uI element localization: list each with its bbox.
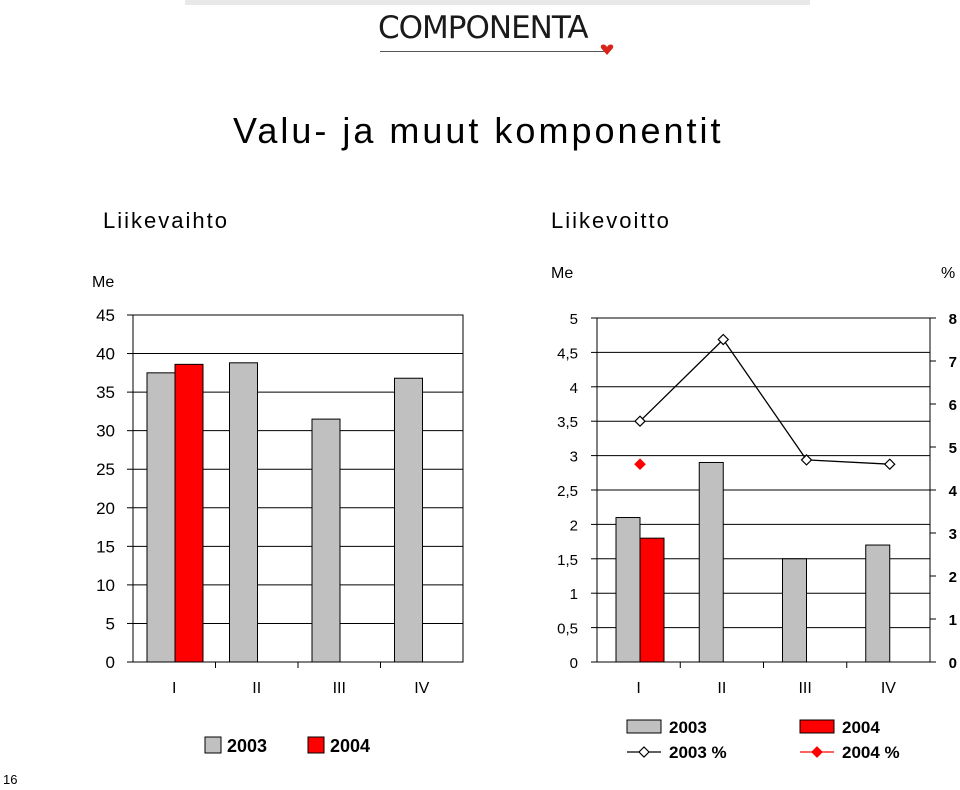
profit-legend-label-2004-pct: 2004 % (842, 743, 900, 762)
profit-marker-2003-pct (717, 333, 730, 346)
profit-y-tick-label: 0 (570, 655, 578, 672)
heart-icon (600, 44, 614, 55)
revenue-y-tick-label: 20 (96, 499, 115, 518)
profit-y2-tick-label: 4 (949, 483, 958, 500)
profit-legend-marker-2003-pct (638, 746, 650, 758)
logo-rule (380, 51, 606, 52)
top-bar (185, 0, 810, 5)
profit-bar-2003-III (782, 558, 807, 663)
profit-line-2003 (639, 338, 890, 465)
profit-bar-2003-II (698, 461, 724, 663)
revenue-y-tick-label: 35 (96, 383, 115, 402)
revenue-y-tick-label: 45 (96, 306, 115, 325)
profit-y2-tick-label: 7 (949, 354, 957, 371)
profit-y-tick-label: 4,5 (557, 345, 578, 362)
revenue-legend-swatch-2003 (204, 736, 222, 754)
profit-legend-label-2004: 2004 (842, 718, 880, 737)
profit-y-axis-unit: Me (551, 265, 574, 282)
chart-title-profit: Liikevoitto (551, 208, 671, 233)
revenue-bar-2003-II (229, 362, 258, 663)
profit-x-tick-label: III (798, 680, 811, 697)
profit-x-tick-label: IV (881, 680, 896, 697)
profit-y2-tick-label: 2 (949, 569, 957, 586)
profit-marker-2003-pct (800, 454, 813, 466)
profit-y-tick-label: 4 (570, 380, 578, 397)
profit-bar-2003-I (615, 517, 641, 663)
profit-legend-marker-2004-pct (811, 746, 823, 758)
profit-y2-tick-label: 0 (949, 655, 957, 672)
profit-y-tick-label: 2 (570, 517, 578, 534)
profit-y2-tick-label: 3 (949, 526, 957, 543)
chart-title-revenue: Liikevaihto (103, 208, 229, 233)
profit-y-tick-label: 5 (570, 311, 578, 328)
profit-legend-label-2003-pct: 2003 % (669, 743, 727, 762)
company-logo: COMPONENTA (378, 8, 623, 56)
profit-legend-label-2003: 2003 (669, 718, 707, 737)
page-title: Valu- ja muut komponentit (233, 110, 724, 151)
revenue-x-tick-label: IV (414, 680, 429, 697)
profit-x-tick-label: I (636, 680, 640, 697)
profit-y-tick-label: 1,5 (557, 552, 578, 569)
profit-legend-swatch-2004 (799, 719, 835, 734)
revenue-bar-2004-I (174, 363, 204, 663)
revenue-bar-2003-IV (394, 377, 423, 663)
profit-y2-tick-label: 5 (949, 440, 957, 457)
profit-y2-tick-label: 6 (949, 397, 957, 414)
profit-y-tick-label: 1 (570, 586, 578, 603)
logo-text: COMPONENTA (378, 10, 589, 46)
revenue-y-tick-label: 5 (106, 614, 115, 633)
profit-legend-swatch-2003 (626, 719, 662, 734)
profit-y2-tick-label: 8 (949, 311, 957, 328)
profit-y-tick-label: 0,5 (557, 621, 578, 638)
profit-x-tick-label: II (717, 680, 726, 697)
revenue-legend-swatch-2004 (307, 736, 325, 754)
revenue-legend-label-2004: 2004 (330, 736, 370, 756)
revenue-x-tick-label: I (172, 680, 176, 697)
profit-bar-2004-I (639, 537, 665, 663)
revenue-bar-2003-III (311, 418, 341, 663)
profit-bar-2003-IV (865, 544, 891, 663)
profit-y-tick-label: 3,5 (557, 414, 578, 431)
profit-marker-2003-pct (883, 458, 896, 471)
revenue-y-tick-label: 10 (96, 576, 115, 595)
revenue-bar-2003-I (146, 372, 176, 663)
revenue-y-tick-label: 0 (106, 653, 115, 672)
profit-y-tick-label: 3 (570, 449, 578, 466)
revenue-y-tick-label: 30 (96, 422, 115, 441)
revenue-y-tick-label: 15 (96, 537, 115, 556)
profit-y-tick-label: 2,5 (557, 483, 578, 500)
revenue-y-axis-unit: Me (92, 274, 115, 291)
profit-y2-axis-unit: % (941, 265, 956, 282)
revenue-legend-label-2003: 2003 (227, 736, 267, 756)
revenue-y-tick-label: 25 (96, 460, 115, 479)
profit-marker-2004-pct (634, 458, 646, 471)
revenue-y-tick-label: 40 (96, 345, 115, 364)
revenue-x-tick-label: III (333, 680, 346, 697)
profit-marker-2003-pct (634, 415, 646, 428)
profit-y2-tick-label: 1 (949, 612, 957, 629)
revenue-x-tick-label: II (252, 680, 261, 697)
page-number: 16 (3, 772, 18, 787)
